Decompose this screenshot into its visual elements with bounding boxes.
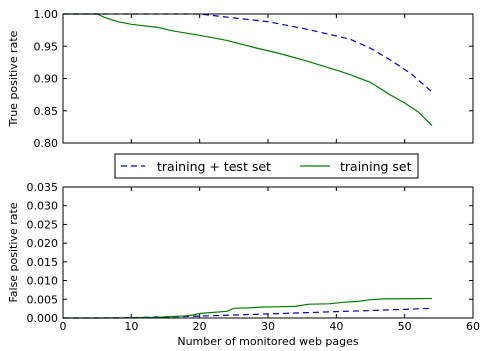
series-line-training [63,13,433,127]
series-line-training-test [63,13,433,93]
tpr-panel: 0.80 0.85 0.90 0.95 1.00 True positive rate [7,8,474,150]
legend-label-training-test: training + test set [157,159,271,174]
y-tick-label: 0.85 [34,105,59,118]
y-tick-label: 0.010 [27,275,59,288]
y-tick-label: 0.015 [27,256,59,269]
x-tick-label: 60 [466,320,480,333]
x-tick-label: 10 [124,320,138,333]
x-tick-label: 50 [398,320,412,333]
y-tick-label: 0.95 [34,40,59,53]
y-axis-label: False positive rate [7,202,20,302]
y-axis-label: True positive rate [7,30,20,127]
y-tick-label: 0.030 [27,200,59,213]
legend-label-training: training set [340,159,412,174]
x-tick-label: 20 [193,320,207,333]
series-line-training-test [63,307,433,319]
y-tick-label: 0.000 [27,312,59,325]
x-tick-label: 40 [329,320,343,333]
fpr-panel: 0.000 0.005 0.010 0.015 0.020 0.025 0.030 0.035… [7,181,480,348]
y-tick-label: 0.035 [27,181,59,194]
y-tick-label: 0.80 [34,137,59,150]
y-tick-label: 1.00 [34,8,59,21]
y-tick-label: 0.005 [27,293,59,306]
x-axis-label: Number of monitored web pages [177,335,359,348]
legend: training + test set training set [114,153,419,179]
series-line-training [63,297,433,319]
x-tick-label: 30 [261,320,275,333]
plot-frame [62,13,474,144]
y-tick-label: 0.90 [34,73,59,86]
y-tick-label: 0.025 [27,218,59,231]
x-tick-label: 0 [60,320,67,333]
legend-box [114,153,419,179]
y-tick-label: 0.020 [27,237,59,250]
